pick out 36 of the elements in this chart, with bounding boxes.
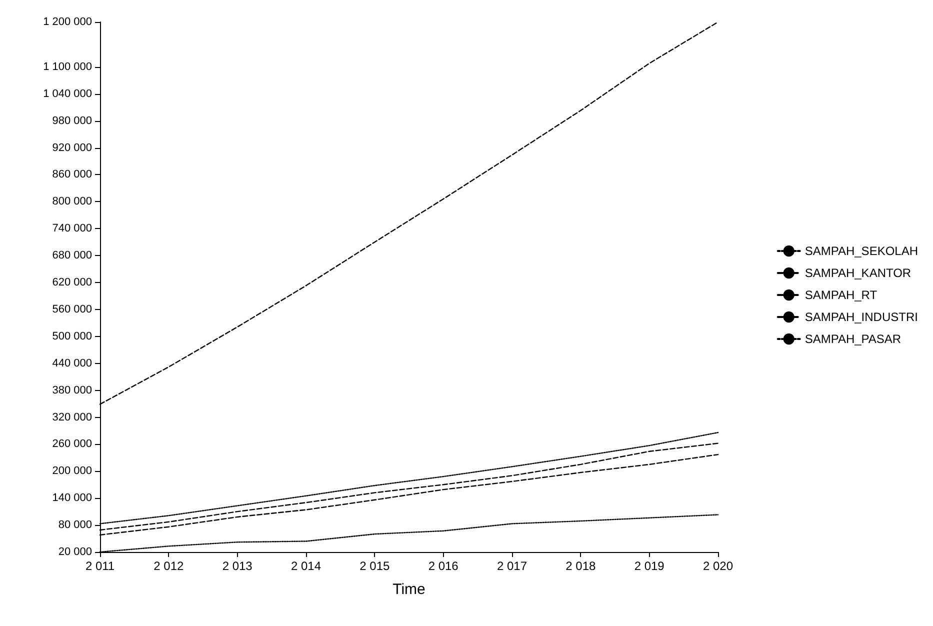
legend-label: SAMPAH_INDUSTRI (804, 310, 918, 324)
x-tick-label: 2 011 (85, 559, 115, 573)
y-tick-label: 860 000 (52, 168, 92, 181)
y-tick-label: 20 000 (58, 546, 92, 558)
y-tick-label: 440 000 (52, 357, 92, 370)
y-tick-label: 200 000 (52, 465, 92, 478)
y-tick-label: 1 200 000 (43, 16, 92, 28)
y-tick-label: 560 000 (52, 303, 92, 316)
y-tick-label: 140 000 (52, 492, 92, 504)
x-tick-label: 2 016 (428, 559, 459, 573)
x-tick-label: 2 014 (290, 559, 322, 573)
legend-label: SAMPAH_PASAR (804, 332, 902, 346)
x-tick-label: 2 013 (222, 559, 253, 573)
y-tick-label: 980 000 (52, 114, 92, 127)
y-tick-label: 80 000 (58, 519, 92, 532)
y-tick-label: 500 000 (52, 330, 92, 342)
x-tick-label: 2 018 (566, 559, 596, 573)
y-tick-label: 680 000 (52, 250, 92, 262)
x-tick-label: 2 020 (702, 559, 734, 573)
legend-label: SAMPAH_KANTOR (804, 266, 912, 280)
legend-label: SAMPAH_RT (804, 288, 878, 302)
x-axis-title: Time (392, 581, 426, 598)
y-tick-label: 1 100 000 (43, 60, 92, 73)
x-tick-label: 2 012 (154, 559, 184, 573)
x-tick-label: 2 015 (360, 559, 390, 573)
y-tick-label: 920 000 (52, 142, 92, 154)
y-tick-label: 260 000 (52, 438, 92, 450)
x-tick-label: 2 019 (634, 559, 665, 573)
y-tick-label: 380 000 (52, 384, 92, 396)
y-tick-label: 320 000 (52, 411, 92, 424)
y-tick-label: 800 000 (52, 196, 92, 208)
x-tick-label: 2 017 (496, 559, 528, 573)
y-tick-label: 740 000 (52, 222, 92, 235)
y-tick-label: 1 040 000 (43, 88, 92, 100)
y-tick-label: 620 000 (52, 276, 92, 289)
legend-label: SAMPAH_SEKOLAH (804, 244, 918, 258)
